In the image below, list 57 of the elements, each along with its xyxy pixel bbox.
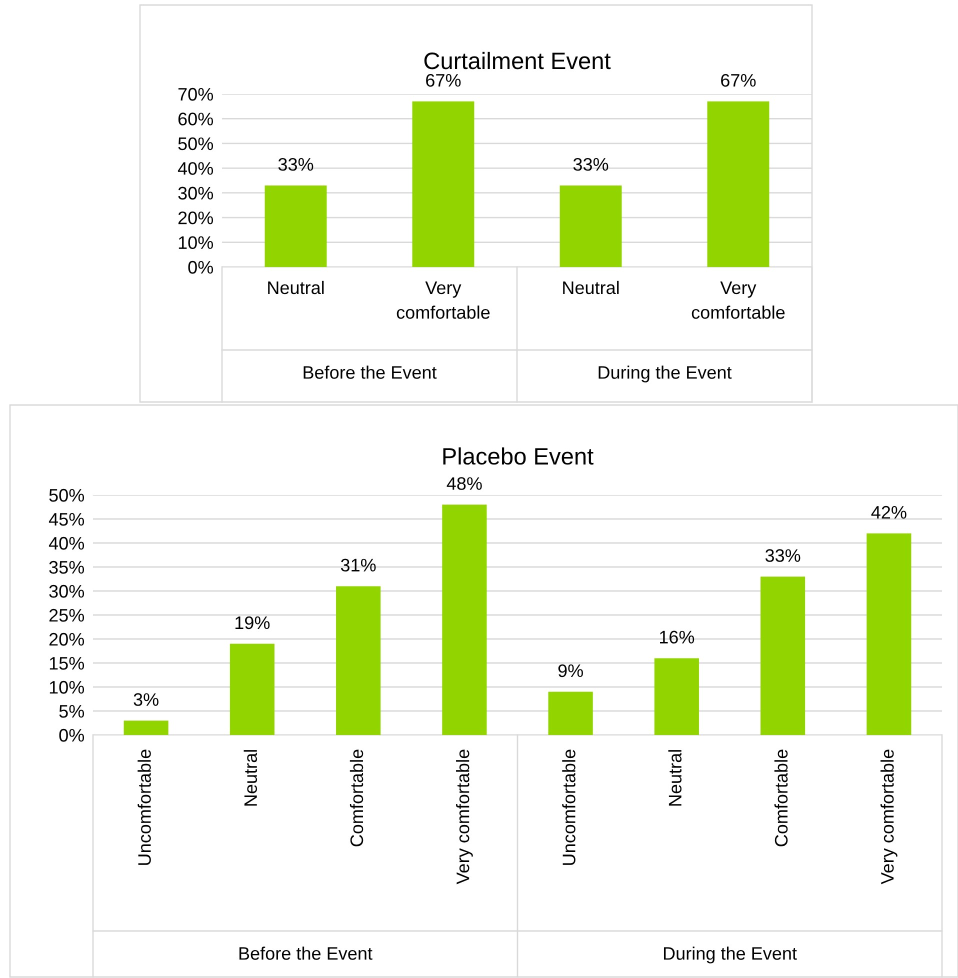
data-label: 33% [573, 158, 608, 171]
y-tick-label: 35% [49, 560, 84, 574]
y-tick-label: 50% [178, 137, 214, 150]
y-tick-label: 10% [50, 680, 84, 694]
x-tick-label: Very comfortable [456, 750, 473, 884]
text: Before the Event [304, 366, 437, 379]
y-tick-label: 20% [178, 212, 214, 224]
y-tick-label: 10% [178, 236, 214, 250]
x-tick-label: Comfortable [774, 750, 788, 846]
bar [866, 533, 912, 735]
y-tick-label: 30% [178, 186, 214, 200]
y-tick-label: 40% [48, 536, 84, 550]
text: During the Event [598, 366, 732, 382]
data-label: 48% [446, 477, 482, 490]
data-label: 67% [426, 74, 461, 87]
chart-title: Placebo Event [443, 447, 594, 465]
x-tick-label: Neutral [668, 750, 682, 806]
text: During the Event [664, 946, 797, 964]
y-tick-label: 5% [59, 705, 84, 718]
text: Before the Event [239, 946, 372, 960]
data-label: 67% [721, 74, 756, 87]
y-tick-label: 45% [48, 513, 84, 526]
x-tick-label: Very comfortable [692, 282, 785, 319]
data-label: 42% [871, 506, 906, 519]
data-label: 19% [235, 616, 270, 630]
y-tick-label: 40% [178, 162, 214, 175]
y-tick-label: 15% [50, 657, 84, 670]
chart-title: Curtailment Event [424, 52, 611, 70]
y-tick-label: 70% [178, 88, 214, 101]
y-tick-label: 30% [49, 584, 84, 598]
bar [654, 658, 699, 735]
data-label: 3% [134, 693, 158, 706]
data-label: 9% [558, 664, 583, 678]
y-tick-label: 0% [59, 728, 84, 742]
x-tick-label: Very comfortable [880, 750, 898, 884]
x-tick-label: Uncomfortable [138, 750, 151, 865]
y-tick-label: 25% [49, 608, 84, 622]
bar [760, 576, 806, 735]
x-tick-label: Comfortable [350, 750, 364, 846]
bar [230, 644, 274, 735]
bar [336, 586, 381, 735]
data-label: 33% [278, 158, 314, 171]
y-tick-label: 60% [178, 112, 214, 126]
bar [124, 720, 168, 735]
x-tick-label: Uncomfortable [562, 750, 576, 865]
data-label: 16% [660, 630, 694, 644]
bar [442, 504, 487, 735]
bar [548, 692, 593, 735]
x-tick-label: Neutral [563, 280, 619, 294]
x-tick-label: Neutral [244, 750, 258, 806]
x-tick-label: Very comfortable [396, 282, 490, 319]
x-tick-label: Neutral [268, 280, 324, 294]
y-tick-label: 20% [49, 632, 84, 646]
data-label: 31% [340, 558, 376, 572]
y-tick-label: 0% [188, 260, 214, 274]
data-label: 33% [765, 549, 800, 562]
y-tick-label: 50% [49, 488, 84, 502]
